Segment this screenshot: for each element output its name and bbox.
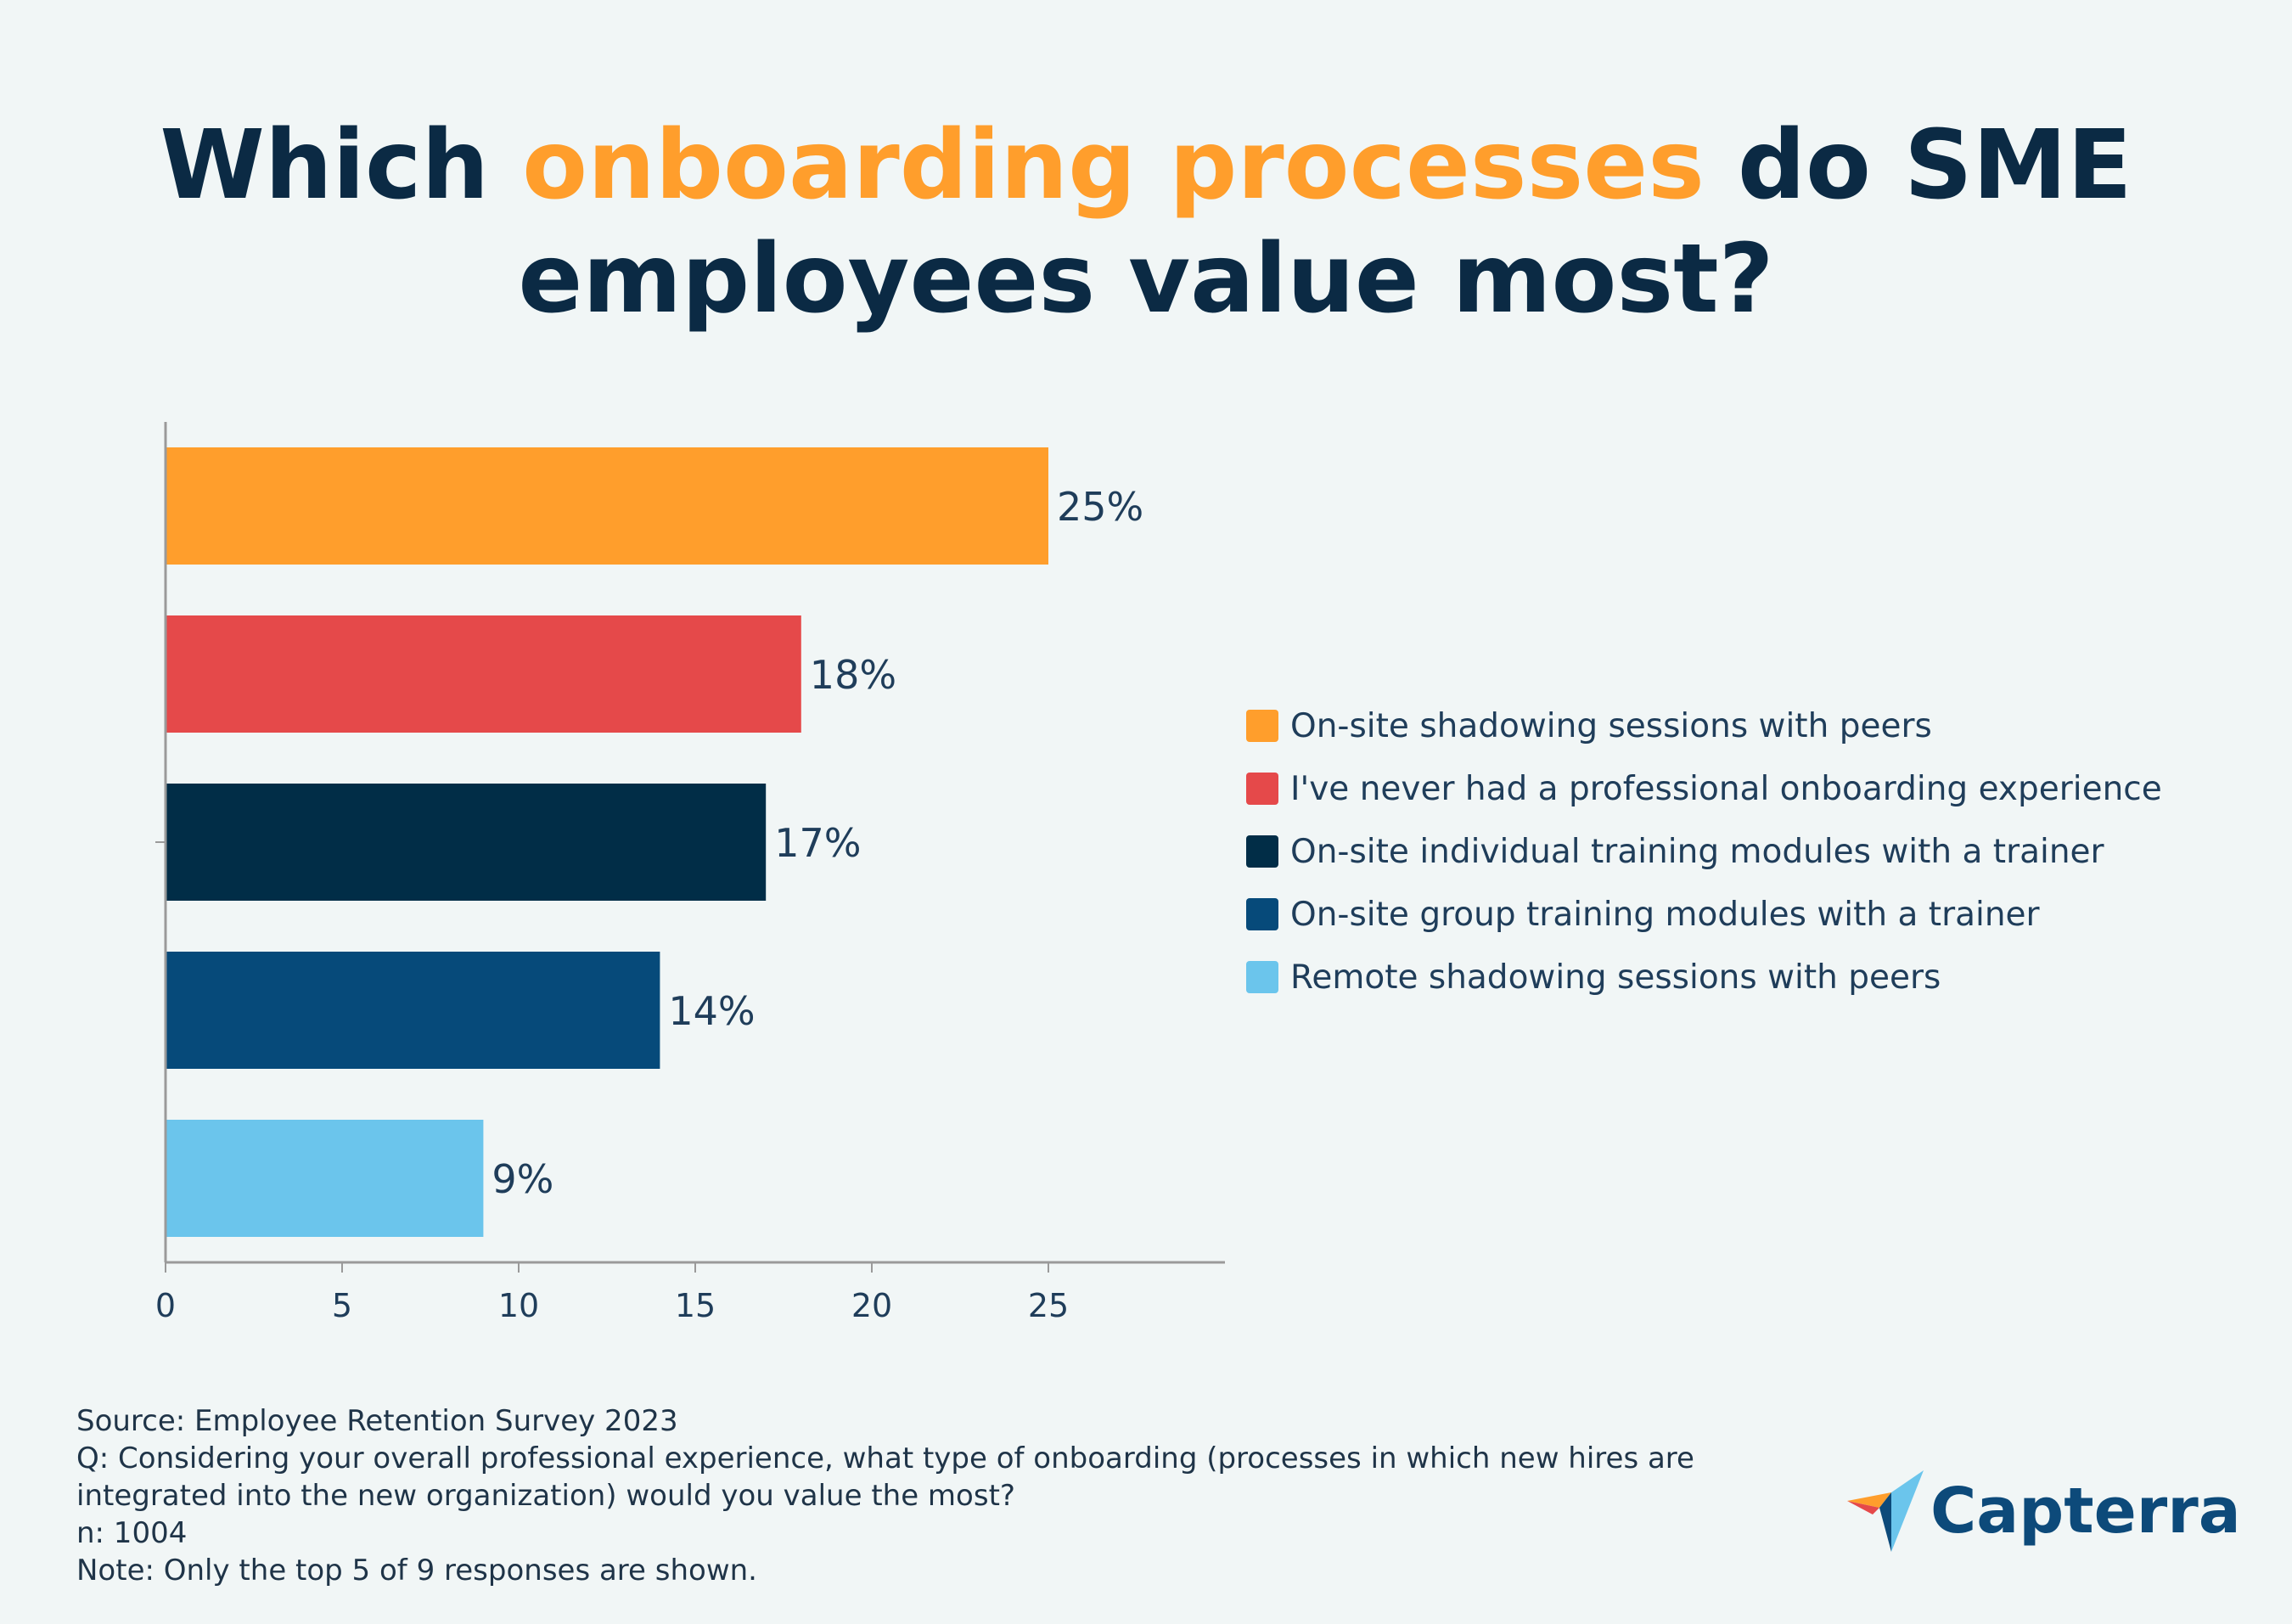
bar: [166, 447, 1048, 565]
legend-label: Remote shadowing sessions with peers: [1290, 958, 1941, 997]
legend-item: I've never had a professional onboarding…: [1246, 757, 2162, 820]
bar: [166, 784, 767, 901]
bar: [166, 1120, 484, 1237]
sample-size-note: n: 1004: [76, 1516, 188, 1550]
question-note-line2: integrated into the new organization) wo…: [76, 1479, 1015, 1513]
capterra-logo: Capterra: [1847, 1470, 2241, 1552]
x-tick-label: 0: [155, 1287, 176, 1324]
legend-swatch: [1246, 835, 1278, 868]
bar-chart: 25% 18% 17% 14% 9% 0 5 10 15 20 25: [155, 422, 1225, 1324]
data-label: 9%: [492, 1156, 553, 1202]
x-tick-label: 25: [1028, 1287, 1069, 1324]
bar: [166, 952, 660, 1069]
legend-label: On-site shadowing sessions with peers: [1290, 706, 1932, 745]
title-part1: Which: [160, 110, 523, 221]
data-label: 18%: [810, 652, 896, 698]
data-label: 17%: [774, 820, 861, 866]
source-note: Source: Employee Retention Survey 2023: [76, 1404, 678, 1438]
legend-item: On-site group training modules with a tr…: [1246, 883, 2162, 946]
x-tick-label: 5: [332, 1287, 352, 1324]
legend-label: On-site individual training modules with…: [1290, 832, 2104, 871]
chart-title: Which onboarding processes do SME employ…: [0, 109, 2292, 336]
legend-item: Remote shadowing sessions with peers: [1246, 946, 2162, 1009]
legend-swatch: [1246, 773, 1278, 805]
chart-notes: Source: Employee Retention Survey 2023 Q…: [76, 1402, 1694, 1589]
title-highlight: onboarding processes: [522, 110, 1705, 221]
data-label: 25%: [1057, 484, 1143, 530]
x-tick-label: 15: [675, 1287, 716, 1324]
chart-legend: On-site shadowing sessions with peers I'…: [1246, 694, 2162, 1009]
title-part2: do SME: [1704, 110, 2132, 221]
axes-group: 0 5 10 15 20 25: [155, 422, 1225, 1324]
x-tick-label: 20: [851, 1287, 892, 1324]
bar: [166, 615, 801, 733]
legend-swatch: [1246, 961, 1278, 993]
data-label: 14%: [668, 988, 755, 1034]
title-line2: employees value most?: [518, 224, 1774, 334]
legend-label: I've never had a professional onboarding…: [1290, 769, 2162, 808]
legend-swatch: [1246, 898, 1278, 930]
logo-text: Capterra: [1930, 1475, 2241, 1548]
legend-swatch: [1246, 710, 1278, 742]
data-labels-group: 25% 18% 17% 14% 9%: [492, 484, 1143, 1202]
legend-item: On-site shadowing sessions with peers: [1246, 694, 2162, 757]
legend-label: On-site group training modules with a tr…: [1290, 895, 2040, 934]
question-note-line1: Q: Considering your overall professional…: [76, 1441, 1694, 1475]
responses-note: Note: Only the top 5 of 9 responses are …: [76, 1554, 757, 1587]
legend-item: On-site individual training modules with…: [1246, 820, 2162, 883]
capterra-arrow-icon: [1847, 1470, 1924, 1552]
bars-group: [166, 447, 1048, 1237]
x-tick-label: 10: [498, 1287, 539, 1324]
